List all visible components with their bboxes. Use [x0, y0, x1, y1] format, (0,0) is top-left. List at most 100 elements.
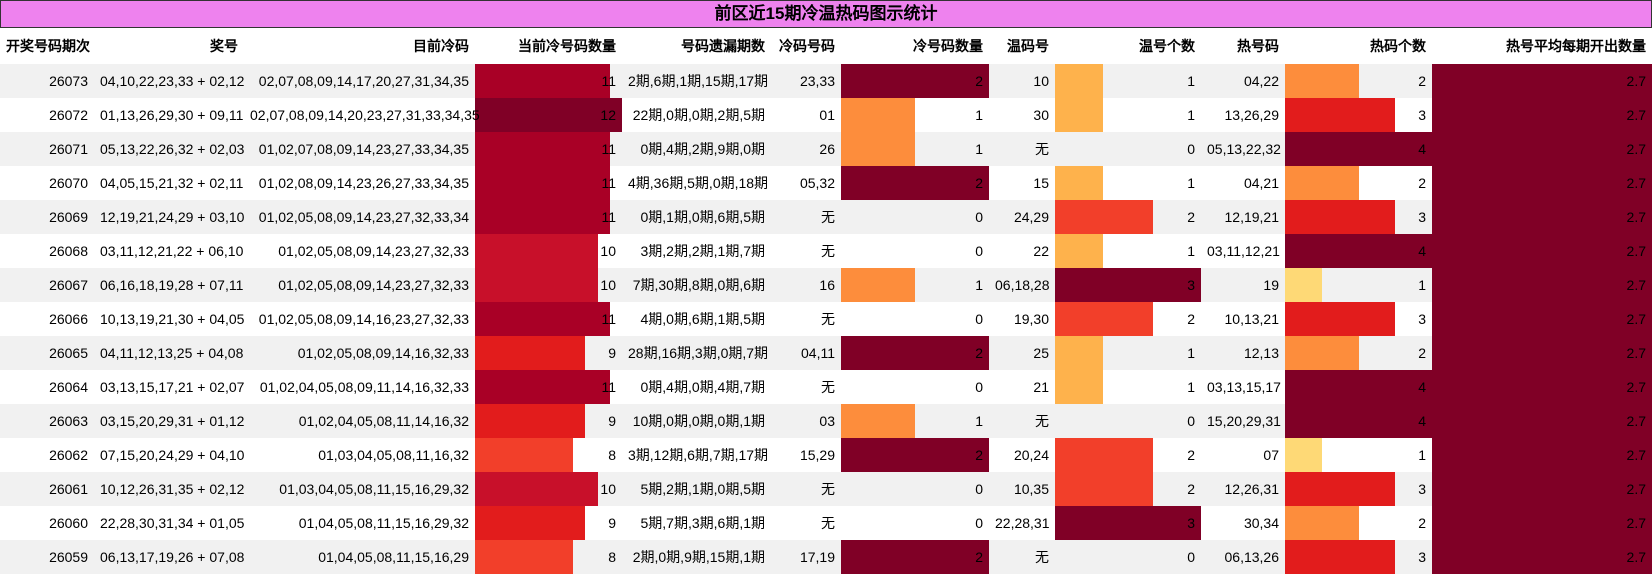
header-warm-count[interactable]: 温号个数: [1055, 28, 1201, 64]
cell-text: 2.7: [1626, 277, 1646, 293]
cell-warm-code: 10: [989, 64, 1055, 98]
header-hot-average[interactable]: 热号平均每期开出数量: [1432, 28, 1652, 64]
header-cold-count[interactable]: 当前冷号码数量: [475, 28, 622, 64]
cell-text: 15,20,29,31: [1207, 413, 1281, 429]
cell-text: 01,02,07,08,09,14,23,27,33,34,35: [258, 141, 469, 157]
cell-text: 0期,4期,2期,9期,0期: [640, 141, 766, 157]
header-issue[interactable]: 开奖号码期次: [0, 28, 94, 64]
cell-warm: 1: [1055, 336, 1201, 370]
cell-cold-code: 16: [771, 268, 841, 302]
cell-cold: 12: [475, 98, 622, 132]
cell-text: 4期,36期,5期,0期,18期: [628, 175, 769, 191]
cell-text: 06,18,28: [995, 277, 1050, 293]
value-bar: [1055, 506, 1201, 540]
cell-warm: 0: [1055, 540, 1201, 574]
cell-text: 07: [1263, 447, 1279, 463]
table-row: 26068 03,11,12,21,22 + 06,10 01,02,05,08,0…: [0, 234, 1652, 268]
cell-text: 2: [1187, 209, 1195, 225]
value-bar: [1055, 472, 1153, 506]
value-bar: [841, 166, 989, 200]
cell-issue: 26070: [0, 166, 94, 200]
table-row: 26062 07,15,20,24,29 + 04,10 01,03,04,05,0…: [0, 438, 1652, 472]
cell-cold-code: 无: [771, 302, 841, 336]
cell-cold-count: 0: [841, 370, 989, 404]
table-row: 26071 05,13,22,26,32 + 02,03 01,02,07,08,0…: [0, 132, 1652, 166]
cell-cold-nums: 01,02,04,05,08,09,11,14,16,32,33: [244, 370, 475, 404]
cell-miss: 7期,30期,8期,0期,6期: [622, 268, 771, 302]
cell-cold-count: 2: [841, 166, 989, 200]
cell-text: 2.7: [1626, 141, 1646, 157]
value-bar: [841, 540, 989, 574]
cell-warm: 1: [1055, 370, 1201, 404]
cell-text: 0: [975, 379, 983, 395]
cell-text: 22,28,31: [995, 515, 1050, 531]
cell-text: 26063: [49, 413, 88, 429]
cell-text: 无: [1035, 549, 1049, 565]
cell-issue: 26071: [0, 132, 94, 166]
cell-text: 06,16,18,19,28 + 07,11: [100, 277, 244, 293]
cell-cold: 8: [475, 438, 622, 472]
cell-cold-count: 0: [841, 200, 989, 234]
cell-text: 3: [1418, 209, 1426, 225]
header-cold-code-count[interactable]: 冷号码数量: [841, 28, 989, 64]
cell-text: 2.7: [1626, 107, 1646, 123]
cell-cold-code: 无: [771, 370, 841, 404]
header-cold-code[interactable]: 冷码号码: [771, 28, 841, 64]
value-bar: [1055, 302, 1153, 336]
cell-text: 0: [1187, 141, 1195, 157]
cell-text: 17,19: [799, 549, 835, 565]
value-bar: [1432, 336, 1652, 370]
cell-text: 03,15,20,29,31 + 01,12: [100, 413, 245, 429]
header-draw[interactable]: 奖号: [94, 28, 244, 64]
cell-cold: 10: [475, 472, 622, 506]
cell-text: 01,02,04,05,08,09,11,14,16,32,33: [259, 379, 469, 395]
cell-warm: 2: [1055, 438, 1201, 472]
cell-hot: 2: [1285, 166, 1432, 200]
cell-text: 7期,30期,8期,0期,6期: [632, 277, 765, 293]
cell-draw: 07,15,20,24,29 + 04,10: [94, 438, 244, 472]
cell-text: 30: [1033, 107, 1049, 123]
cell-cold-count: 1: [841, 132, 989, 166]
cell-cold: 8: [475, 540, 622, 574]
cell-text: 2.7: [1626, 73, 1646, 89]
cell-text: 19: [1263, 277, 1279, 293]
cell-text: 3: [1187, 515, 1195, 531]
cell-cold-code: 03: [771, 404, 841, 438]
cell-text: 01,02,05,08,09,14,23,27,32,33: [278, 243, 469, 259]
header-cold-numbers[interactable]: 目前冷码: [244, 28, 475, 64]
cell-avg: 2.7: [1432, 302, 1652, 336]
cell-cold-nums: 01,04,05,08,11,15,16,29: [244, 540, 475, 574]
value-bar: [475, 132, 610, 166]
cell-warm-code: 19,30: [989, 302, 1055, 336]
cell-text: 04,22: [1243, 73, 1279, 89]
cell-cold: 11: [475, 302, 622, 336]
cell-warm-code: 25: [989, 336, 1055, 370]
value-bar: [1285, 268, 1322, 302]
cell-text: 04,11,12,13,25 + 04,08: [100, 345, 244, 361]
cell-cold-count: 2: [841, 64, 989, 98]
cell-cold-count: 0: [841, 302, 989, 336]
value-bar: [1432, 200, 1652, 234]
cell-text: 2.7: [1626, 515, 1646, 531]
cell-cold-count: 2: [841, 540, 989, 574]
cell-avg: 2.7: [1432, 506, 1652, 540]
table-row: 26059 06,13,17,19,26 + 07,08 01,04,05,08,1…: [0, 540, 1652, 574]
cell-draw: 05,13,22,26,32 + 02,03: [94, 132, 244, 166]
cell-cold-nums: 01,04,05,08,11,15,16,29,32: [244, 506, 475, 540]
cell-miss: 28期,16期,3期,0期,7期: [622, 336, 771, 370]
cell-hot: 2: [1285, 506, 1432, 540]
cell-text: 25: [1033, 345, 1049, 361]
cell-avg: 2.7: [1432, 200, 1652, 234]
cell-text: 15: [1033, 175, 1049, 191]
cell-text: 15,29: [799, 447, 835, 463]
header-hot-code[interactable]: 热号码: [1201, 28, 1285, 64]
header-hot-count[interactable]: 热码个数: [1285, 28, 1432, 64]
value-bar: [841, 438, 989, 472]
header-warm-code[interactable]: 温码号: [989, 28, 1055, 64]
cell-text: 10,35: [1013, 481, 1049, 497]
cell-text: 05,32: [799, 175, 835, 191]
value-bar: [475, 336, 586, 370]
header-miss-periods[interactable]: 号码遗漏期数: [622, 28, 771, 64]
cell-text: 01,03,04,05,08,11,15,16,29,32: [279, 481, 469, 497]
value-bar: [1432, 302, 1652, 336]
